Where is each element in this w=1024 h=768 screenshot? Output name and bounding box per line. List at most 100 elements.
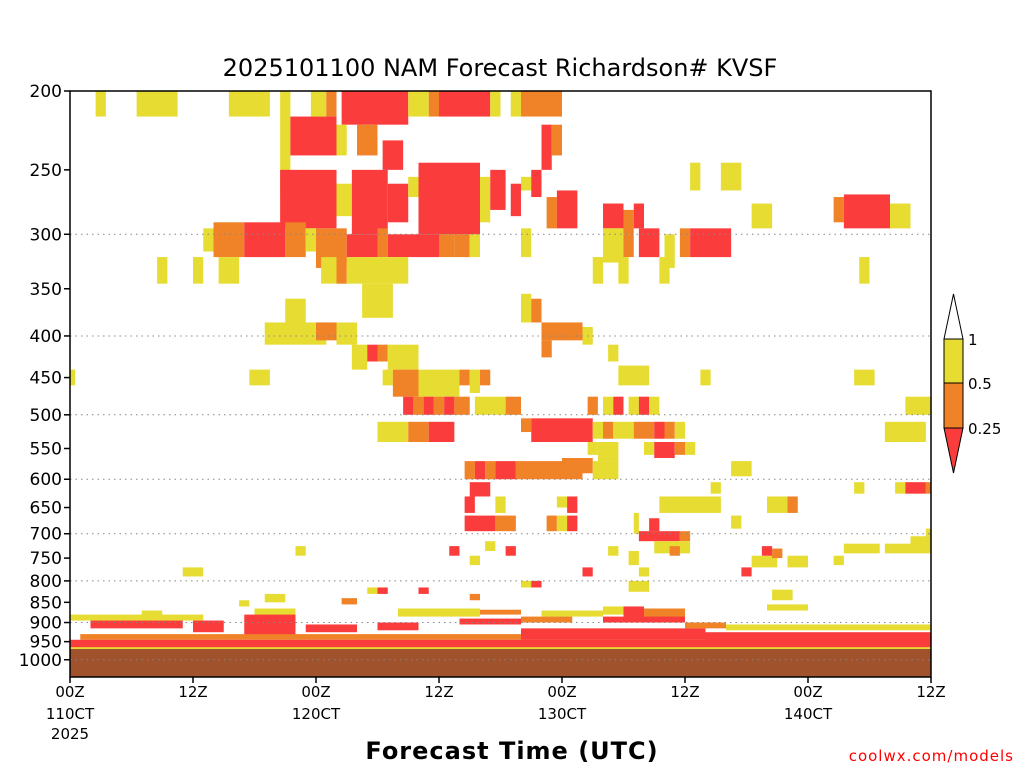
ri-cell — [859, 257, 870, 284]
ri-cell — [521, 228, 532, 258]
ri-cell — [690, 228, 732, 258]
ri-cell — [280, 169, 337, 229]
ri-cell — [854, 369, 875, 386]
ri-cell — [685, 622, 726, 629]
ri-cell — [290, 116, 337, 156]
ri-cell — [531, 418, 593, 443]
y-tick-label: 950 — [30, 633, 62, 653]
ri-cell — [398, 608, 480, 617]
ri-cell — [280, 91, 291, 198]
ri-cell — [408, 421, 429, 443]
ri-cell — [321, 257, 337, 284]
ri-cell — [603, 203, 624, 229]
y-tick-label: 200 — [30, 82, 62, 102]
ri-cell — [136, 91, 178, 117]
ri-cell — [618, 365, 650, 386]
x-tick-date: 140CT — [784, 705, 833, 723]
y-tick-label: 400 — [30, 327, 62, 347]
ri-cell — [674, 421, 685, 439]
ri-cell — [603, 396, 614, 415]
ri-cell — [649, 518, 660, 532]
y-tick-label: 450 — [30, 369, 62, 389]
ri-cell — [772, 548, 783, 559]
ri-cell — [485, 541, 496, 551]
ri-cell — [654, 442, 675, 458]
y-tick-label: 250 — [30, 161, 62, 181]
y-tick-label: 650 — [30, 499, 62, 519]
ri-cell — [720, 162, 742, 191]
ri-cell — [551, 124, 562, 156]
ri-cell — [659, 257, 670, 284]
ri-cell — [843, 194, 890, 229]
ri-cell — [623, 209, 634, 235]
ri-cell — [638, 567, 650, 577]
ri-cell — [213, 222, 245, 258]
ri-cell — [705, 632, 931, 641]
ri-cell — [505, 396, 521, 415]
ri-cell — [423, 396, 434, 415]
ri-cell — [618, 257, 629, 284]
ri-cell — [141, 610, 163, 616]
x-tick-label: 00Z — [301, 683, 330, 701]
ri-cell — [218, 257, 240, 284]
ri-cell — [674, 442, 685, 455]
ri-cell — [679, 228, 691, 258]
ri-cell — [387, 183, 409, 223]
y-tick-label: 750 — [30, 549, 62, 569]
ri-cell — [556, 515, 568, 532]
y-tick-label: 350 — [30, 280, 62, 300]
ri-cell — [685, 442, 696, 455]
colorbar-label: 0.5 — [968, 375, 992, 393]
ri-cell — [454, 396, 470, 415]
ri-cell — [413, 396, 424, 415]
ri-cell — [346, 257, 409, 284]
ri-cell — [623, 606, 644, 619]
ri-cell — [95, 91, 106, 117]
ri-cell — [690, 162, 701, 191]
ri-cell — [336, 322, 357, 345]
ri-cell — [382, 369, 393, 386]
ri-cell — [464, 515, 496, 532]
ri-cell — [910, 536, 931, 554]
ri-cell — [70, 647, 931, 649]
ri-cell — [469, 369, 480, 393]
ri-cell — [541, 124, 552, 170]
ri-cell — [664, 234, 675, 268]
ri-cell — [679, 531, 691, 542]
ri-cell — [433, 396, 445, 415]
ri-cell — [382, 140, 404, 170]
ri-cell — [351, 344, 368, 370]
ri-cell — [603, 606, 624, 615]
ri-cell — [567, 496, 578, 513]
ri-cell — [592, 257, 603, 284]
ri-cell — [541, 322, 583, 341]
ri-cell — [710, 482, 721, 494]
ri-cell — [480, 609, 521, 615]
y-axis: 200 250 300 350 400 450 500 550 600 650 700 750 8008… — [19, 82, 70, 671]
ri-cell — [439, 91, 491, 117]
ri-cell — [157, 257, 168, 284]
ri-cell — [628, 580, 650, 592]
ri-cell — [326, 91, 337, 117]
ri-cell — [541, 610, 603, 617]
ri-cell — [741, 567, 752, 577]
ri-cell — [546, 515, 557, 532]
ri-cell — [418, 162, 480, 235]
ri-cell — [444, 396, 455, 415]
y-tick-label: 600 — [30, 470, 62, 490]
ri-cell — [485, 461, 496, 480]
ri-cell — [623, 234, 634, 258]
ri-cell — [521, 616, 573, 623]
ri-cell — [392, 369, 419, 397]
ri-cell — [428, 421, 455, 443]
ri-cell — [90, 620, 183, 629]
colorbar-bin-red — [943, 427, 964, 474]
ri-cell — [843, 543, 880, 554]
x-axis-label: Forecast Time (UTC) — [365, 737, 658, 765]
ri-cell — [193, 620, 224, 633]
ri-cell — [751, 555, 778, 568]
ri-cell — [890, 203, 911, 229]
ri-cell — [362, 283, 393, 318]
colorbar-bin-yellow — [943, 338, 964, 384]
